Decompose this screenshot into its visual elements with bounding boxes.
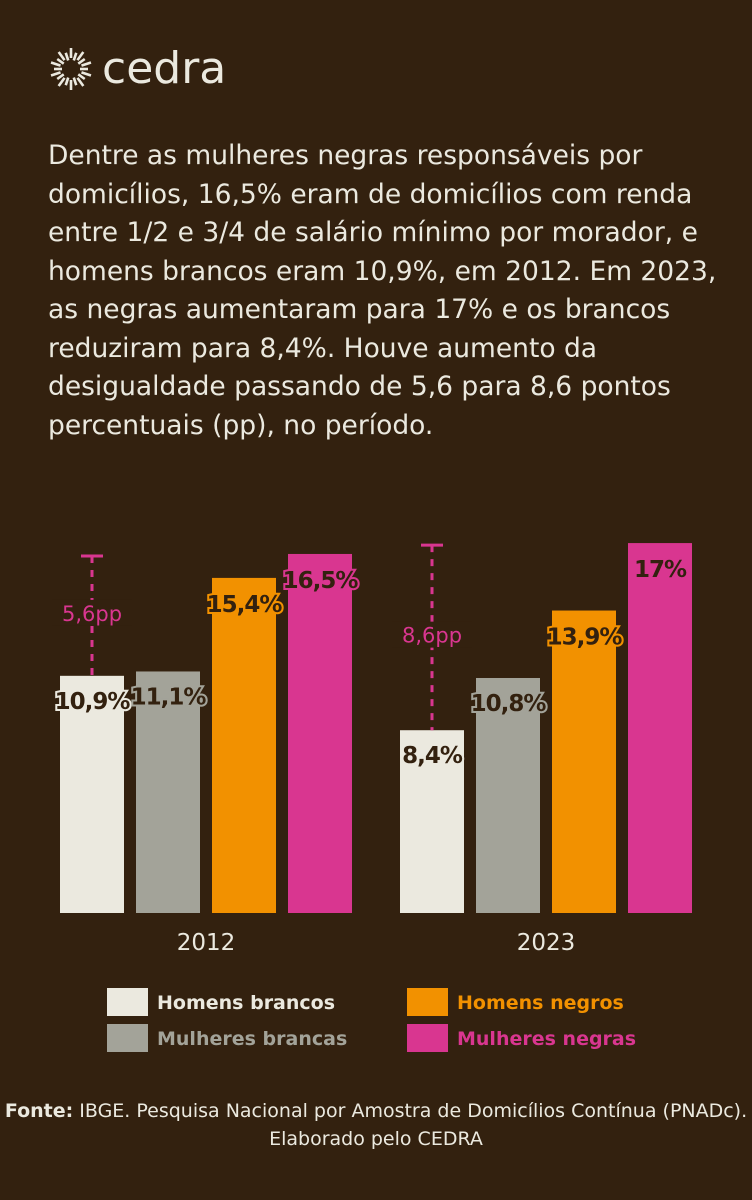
legend-swatch	[407, 988, 448, 1016]
bar-mulheres-negras-2012	[288, 553, 352, 913]
brand-name: cedra	[102, 43, 227, 94]
gap-label-bg	[392, 621, 472, 648]
sun-ray	[72, 77, 78, 86]
legend-swatch	[407, 1024, 448, 1052]
bar-homens-negros-2012	[212, 577, 276, 913]
bar-chart: 5,6pp 10,9% 11,1% 15,4%16,5% 2012 8,6pp 8,4% 10…	[52, 543, 692, 1052]
sun-ray	[57, 51, 66, 61]
source-note: Fonte: IBGE. Pesquisa Nacional por Amost…	[0, 1097, 752, 1153]
value-label: 11,1%	[131, 684, 207, 710]
value-label: 8,4%	[402, 743, 463, 769]
sun-burst-icon	[50, 48, 92, 90]
legend: Homens brancos Mulheres brancas Homens neg…	[107, 988, 636, 1052]
sun-ray	[77, 57, 86, 65]
sun-ray	[56, 57, 65, 65]
sun-ray	[56, 73, 65, 81]
legend-label: Homens brancos	[157, 992, 335, 1014]
sun-ray	[64, 77, 70, 86]
legend-swatch	[107, 988, 148, 1016]
bar-mulheres-brancas-2023	[476, 677, 540, 913]
bar-homens-negros-2023	[552, 610, 616, 913]
gap-label: 8,6pp	[402, 624, 462, 648]
bar-group-2012: 5,6pp 10,9% 11,1% 15,4%16,5% 2012	[52, 553, 361, 956]
value-label: 17%	[634, 557, 687, 583]
sun-ray	[76, 51, 85, 61]
sun-ray	[50, 61, 61, 67]
bar-mulheres-negras-2023	[628, 543, 692, 913]
value-label: 10,8%	[471, 691, 547, 717]
bar-group-2023: 8,6pp 8,4% 10,8% 13,9% 17% 2023	[392, 543, 692, 956]
legend-swatch	[107, 1024, 148, 1052]
value-label: 10,9%	[55, 689, 131, 715]
bar-homens-brancos-2023	[400, 730, 464, 913]
legend-label: Homens negros	[457, 992, 624, 1014]
sun-ray	[64, 52, 70, 61]
sun-ray	[81, 61, 92, 67]
value-label: 13,9%	[547, 625, 623, 651]
sun-ray	[50, 71, 61, 77]
legend-label: Mulheres brancas	[157, 1028, 347, 1050]
x-tick-label: 2012	[177, 930, 236, 956]
value-label: 16,5%	[283, 568, 359, 594]
sun-ray	[57, 77, 66, 87]
bar-homens-brancos-2012	[60, 675, 124, 913]
x-tick-label: 2023	[517, 930, 576, 956]
source-label: Fonte:	[4, 1100, 74, 1122]
legend-label: Mulheres negras	[457, 1028, 636, 1050]
sun-ray	[76, 77, 85, 87]
sun-ray	[81, 71, 92, 77]
gap-label: 5,6pp	[62, 602, 122, 626]
value-label: 15,4%	[207, 592, 283, 618]
sun-ray	[77, 73, 86, 81]
sun-ray	[72, 52, 78, 61]
brand-logo: cedra	[48, 44, 226, 94]
description-text: Dentre as mulheres negras responsáveis p…	[48, 140, 717, 441]
source-text: IBGE. Pesquisa Nacional por Amostra de D…	[73, 1100, 748, 1150]
bar-mulheres-brancas-2012	[136, 671, 200, 913]
gap-label-bg	[52, 599, 132, 626]
